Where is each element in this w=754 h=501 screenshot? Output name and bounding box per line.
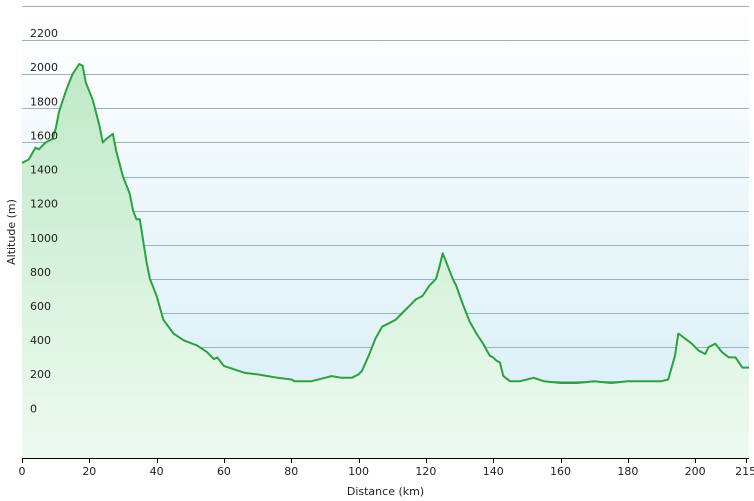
y-axis-tick-labels: 0 200 400 600 800 1000 1200 1400 1600 1800 2000 220… — [30, 27, 58, 415]
y-tick-label: 400 — [30, 334, 51, 347]
y-tick-label: 1000 — [30, 232, 58, 245]
y-tick-label: 2200 — [30, 27, 58, 40]
x-axis-title: Distance (km) — [347, 485, 424, 498]
altitude-area-fill — [22, 64, 749, 458]
x-tick-label: 60 — [217, 465, 231, 478]
y-axis-title: Altitude (m) — [5, 199, 18, 265]
x-tick-label: 215 — [735, 465, 754, 478]
x-tick-label: 120 — [415, 465, 436, 478]
y-tick-label: 1800 — [30, 95, 58, 108]
altitude-series-line — [21, 63, 749, 384]
x-tick-label: 80 — [284, 465, 298, 478]
x-tick-label: 40 — [150, 465, 164, 478]
y-tick-label: 0 — [30, 402, 37, 415]
x-tick-label: 0 — [19, 465, 26, 478]
y-tick-label: 600 — [30, 300, 51, 313]
y-tick-label: 2000 — [30, 61, 58, 74]
x-tick-label: 200 — [685, 465, 706, 478]
y-tick-label: 800 — [30, 266, 51, 279]
x-tick-label: 160 — [550, 465, 571, 478]
y-tick-label: 1200 — [30, 198, 58, 211]
y-tick-label: 200 — [30, 368, 51, 381]
x-tick-label: 140 — [483, 465, 504, 478]
x-tick-label: 100 — [348, 465, 369, 478]
y-tick-label: 1400 — [30, 164, 58, 177]
x-tick-label: 20 — [82, 465, 96, 478]
x-axis-ticks: 0 20 40 60 80 100 120 140 160 180 200 215 — [19, 458, 754, 478]
x-tick-label: 180 — [617, 465, 638, 478]
y-tick-label: 1600 — [30, 129, 58, 142]
